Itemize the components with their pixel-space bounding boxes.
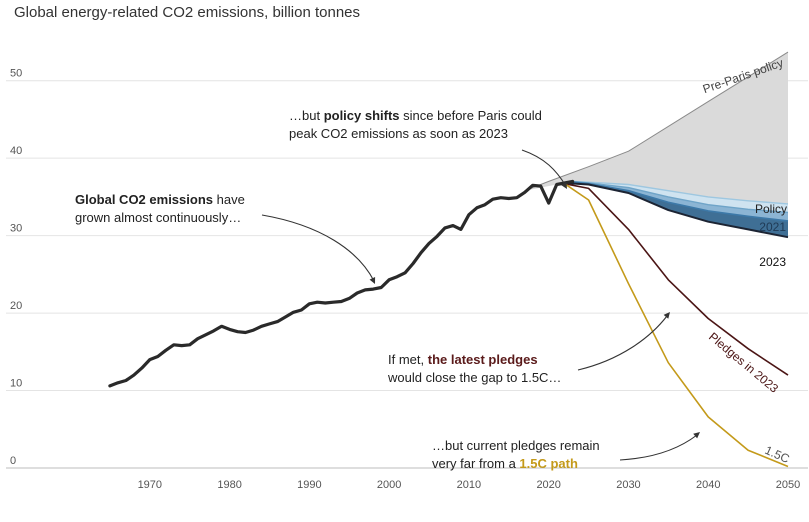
arrow-2-head xyxy=(561,182,567,189)
annotation-4-text: very far from a xyxy=(432,456,519,471)
annotation-2-text: peak CO2 emissions as soon as 2023 xyxy=(289,126,508,141)
annotation-2-text: since before Paris could xyxy=(400,108,542,123)
annotation-2-text: …but xyxy=(289,108,324,123)
series-line-6 xyxy=(564,183,789,468)
arrow-1 xyxy=(261,214,375,282)
y-tick-label-40: 40 xyxy=(10,145,22,157)
annotation-4-text: …but current pledges remain xyxy=(432,438,600,453)
annotation-3-text: would close the gap to 1.5C… xyxy=(387,370,561,385)
annotation-4-text: 1.5C path xyxy=(519,456,578,471)
policy-2021-band xyxy=(572,181,788,213)
x-tick-label-2030: 2030 xyxy=(616,479,640,491)
series-label-2023: 2023 xyxy=(759,255,786,269)
annotation-3: If met, the latest pledges would close th… xyxy=(387,352,561,385)
annotation-4: …but current pledges remain very far from… xyxy=(432,438,600,471)
series-label-policy: Policy xyxy=(755,202,787,216)
series-line-4 xyxy=(564,182,789,239)
series-line-1 xyxy=(572,180,789,205)
x-tick-label-1990: 1990 xyxy=(297,479,321,491)
series-line-0 xyxy=(524,51,789,192)
chart-title: Global energy-related CO2 emissions, bil… xyxy=(14,4,361,21)
x-tick-label-2040: 2040 xyxy=(696,479,720,491)
annotation-2: …but policy shifts since before Paris co… xyxy=(289,108,542,141)
arrow-1-head xyxy=(369,277,376,284)
series-label-2021: 2021 xyxy=(759,220,786,234)
x-tick-label-2010: 2010 xyxy=(457,479,481,491)
annotations: Global CO2 emissions have grown almost co… xyxy=(75,108,700,471)
arrow-4 xyxy=(619,434,698,461)
band-2021-2022 xyxy=(572,181,788,221)
arrow-3-head xyxy=(663,312,670,319)
annotation-1-text: have xyxy=(213,192,245,207)
y-tick-label-20: 20 xyxy=(10,300,22,312)
annotation-1-text: grown almost continuously… xyxy=(75,210,241,225)
series-label-2022: 2022 xyxy=(759,237,786,251)
annotation-1: Global CO2 emissions have grown almost co… xyxy=(75,192,245,225)
y-tick-label-0: 0 xyxy=(10,455,16,467)
annotation-2-text: policy shifts xyxy=(324,108,400,123)
x-tick-label-2050: 2050 xyxy=(776,479,800,491)
y-tick-label-30: 30 xyxy=(10,223,22,235)
arrow-4-head xyxy=(693,432,700,439)
x-tick-label-1980: 1980 xyxy=(217,479,241,491)
gridlines xyxy=(6,80,808,469)
annotation-1-text: Global CO2 emissions xyxy=(75,192,213,207)
x-tick-label-2020: 2020 xyxy=(536,479,560,491)
historical-line xyxy=(108,179,575,388)
arrow-3 xyxy=(577,315,668,371)
annotation-3-text: the latest pledges xyxy=(428,352,538,367)
x-tick-label-1970: 1970 xyxy=(138,479,162,491)
y-tick-label-10: 10 xyxy=(10,378,22,390)
historical-emissions-line xyxy=(108,179,575,388)
band-2022-2023 xyxy=(564,182,788,238)
x-tick-label-2000: 2000 xyxy=(377,479,401,491)
annotation-3-text: If met, xyxy=(388,352,428,367)
scenario-lines xyxy=(524,51,789,468)
arrow-2 xyxy=(521,149,567,187)
series-line-5 xyxy=(564,182,789,376)
y-tick-label-50: 50 xyxy=(10,68,22,80)
